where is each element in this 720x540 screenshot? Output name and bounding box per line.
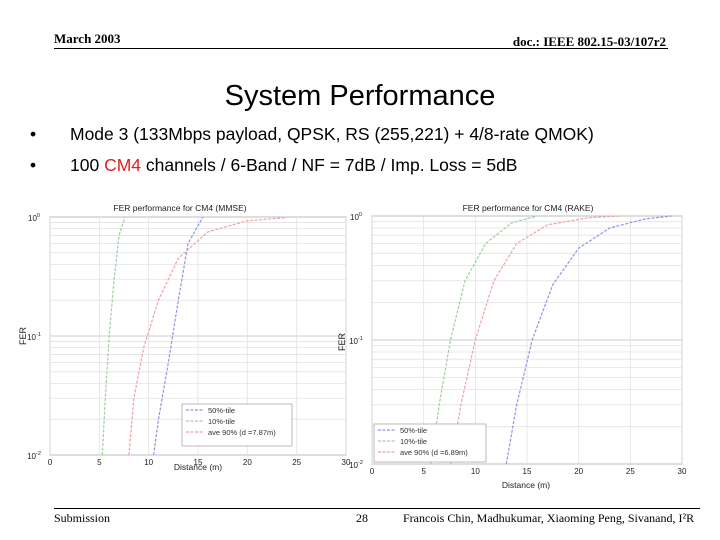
footer-divider — [54, 508, 700, 509]
y-axis-label: FER — [337, 332, 347, 351]
y-tick-label: 10-2 — [27, 451, 41, 461]
y-axis-label: FER — [18, 326, 28, 345]
header-divider — [54, 48, 668, 49]
x-tick-label: 10 — [471, 467, 480, 476]
slide-title: System Performance — [224, 80, 496, 112]
x-tick-label: 5 — [97, 458, 102, 467]
chart-rake: FER performance for CM4 (RAKE) 0 5 10 15 20 2… — [337, 203, 687, 490]
chart-mmse: FER performance for CM4 (MMSE) 0 5 10 15 20 2… — [18, 203, 351, 472]
y-tick-label: 10-2 — [349, 460, 363, 470]
x-tick-label: 0 — [370, 467, 375, 476]
legend: 50%-tile 10%-tile ave 90% (d =7.87m) — [181, 403, 293, 447]
bullet-channels: • 100 CM4 channels / 6-Band / NF = 7dB / … — [30, 155, 517, 176]
y-tick-label: 10-1 — [27, 332, 41, 342]
tick-labels: 0 5 10 15 20 25 30 100 10-1 10-2 — [349, 212, 687, 476]
legend-label: 50%-tile — [400, 426, 427, 435]
x-tick-label: 20 — [574, 467, 583, 476]
chart-title: FER performance for CM4 (RAKE) — [463, 203, 594, 213]
legend-label: 50%-tile — [208, 406, 235, 415]
bullet-mode: • Mode 3 (133Mbps payload, QPSK, RS (255,… — [30, 124, 594, 145]
x-axis-label: Distance (m) — [502, 480, 550, 490]
y-tick-label: 100 — [28, 213, 40, 223]
x-tick-label: 30 — [342, 458, 351, 467]
series-line — [430, 215, 538, 465]
x-tick-label: 30 — [678, 467, 687, 476]
bullet-text-pre: 100 — [70, 155, 105, 175]
x-tick-label: 25 — [292, 458, 301, 467]
bullet-highlight: CM4 — [104, 155, 142, 175]
footer-submission: Submission — [54, 511, 111, 525]
series-line — [101, 216, 126, 456]
legend: 50%-tile 10%-tile ave 90% (d =6.89m) — [373, 423, 487, 463]
header-doc-id: doc.: IEEE 802.15-03/107r2 — [512, 34, 666, 49]
legend-label: 10%-tile — [208, 417, 235, 426]
x-tick-label: 10 — [144, 458, 153, 467]
bullet-text-post: channels / 6-Band / NF = 7dB / Imp. Loss… — [141, 155, 518, 175]
y-tick-label: 100 — [350, 212, 362, 222]
legend-label: ave 90% (d =6.89m) — [400, 448, 468, 457]
chart-title: FER performance for CM4 (MMSE) — [113, 203, 246, 213]
x-tick-label: 0 — [48, 458, 53, 467]
x-tick-label: 20 — [243, 458, 252, 467]
bullet-text: Mode 3 (133Mbps payload, QPSK, RS (255,2… — [70, 124, 594, 144]
legend-box — [181, 403, 293, 447]
series-lines — [430, 215, 672, 465]
header-date: March 2003 — [54, 31, 121, 46]
series-line — [128, 216, 287, 456]
x-tick-label: 5 — [421, 467, 426, 476]
series-lines — [101, 216, 287, 456]
legend-label: 10%-tile — [400, 437, 427, 446]
y-tick-label: 10-1 — [349, 336, 363, 346]
x-axis-label: Distance (m) — [174, 462, 222, 472]
legend-label: ave 90% (d =7.87m) — [208, 428, 276, 437]
x-tick-label: 15 — [523, 467, 532, 476]
x-tick-label: 25 — [626, 467, 635, 476]
footer-authors: Francois Chin, Madhukumar, Xiaoming Peng… — [403, 511, 695, 525]
tick-labels: 0 5 10 15 20 25 30 100 10-1 10-2 — [27, 213, 351, 467]
bullet-symbol: • — [30, 155, 37, 175]
bullet-symbol: • — [30, 124, 37, 144]
series-line — [505, 215, 672, 465]
x-tick-label: 15 — [194, 458, 203, 467]
series-line — [449, 215, 621, 465]
grid — [49, 216, 347, 456]
footer-page-number: 28 — [356, 511, 368, 525]
